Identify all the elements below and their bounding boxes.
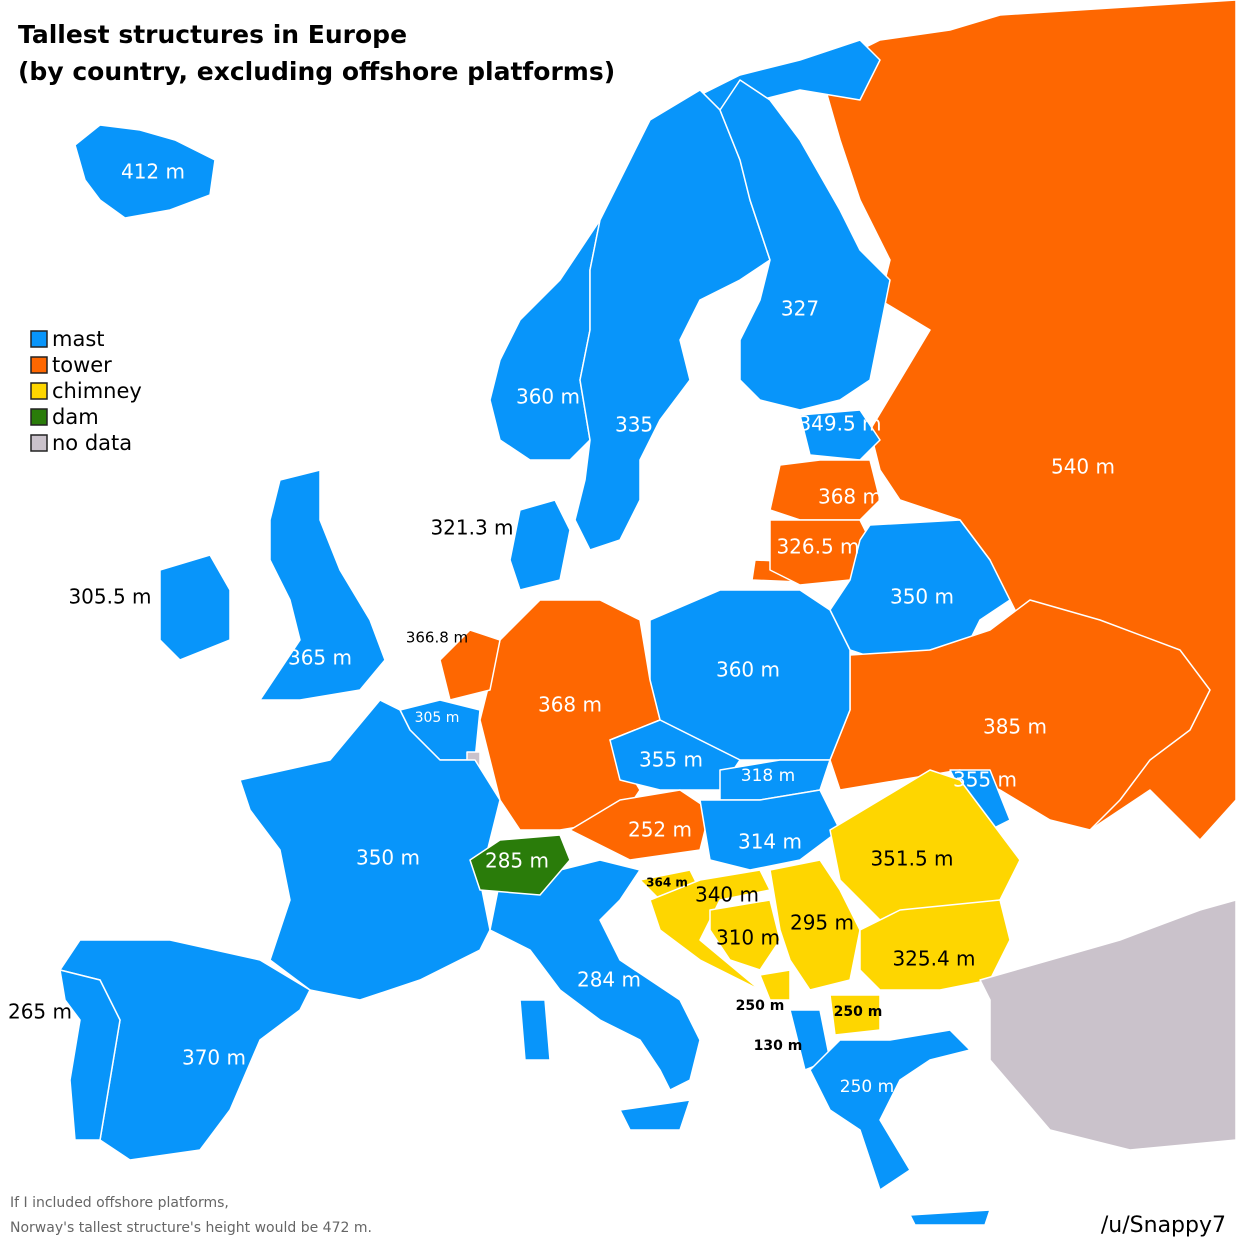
footnote: Norway's tallest structure's height woul… — [10, 1220, 372, 1236]
label: 368 m — [538, 693, 602, 717]
italy — [489, 859, 701, 1091]
sardinia — [519, 999, 551, 1061]
romania — [829, 769, 1021, 921]
united-kingdom — [259, 469, 386, 701]
portugal — [59, 969, 121, 1141]
label: 250 m — [840, 1077, 894, 1097]
hungary — [699, 789, 841, 871]
legend-label: no data — [52, 431, 132, 455]
legend-swatch — [30, 356, 48, 374]
label: 368 m — [818, 485, 882, 509]
switzerland — [469, 834, 571, 896]
legend-swatch — [30, 330, 48, 348]
subtitle: (by country, excluding offshore platform… — [18, 57, 615, 86]
legend-swatch — [30, 434, 48, 452]
label: 335 m — [615, 413, 679, 437]
countries — [59, 0, 1236, 1226]
ireland — [159, 554, 231, 661]
label: 325.4 m — [892, 947, 975, 971]
label: 355 m — [953, 768, 1017, 792]
label: 355 m — [639, 748, 703, 772]
label: 284 m — [577, 968, 641, 992]
serbia — [769, 859, 861, 991]
estonia — [799, 409, 881, 461]
label: 130 m — [754, 1038, 803, 1054]
label: 365 m — [288, 646, 352, 670]
label: 350 m — [890, 585, 954, 609]
legend-label: mast — [52, 327, 105, 351]
label: 366.8 m — [406, 629, 468, 647]
labels: 412 m 327 360 m 335 m 349.5 m 540 m 368 … — [8, 160, 1115, 1098]
label: 360 m — [716, 658, 780, 682]
legend-label: chimney — [52, 379, 142, 403]
netherlands — [439, 629, 501, 701]
label: 321.3 m — [430, 516, 513, 540]
label: 364 m — [646, 876, 688, 890]
label: 285 m — [485, 849, 549, 873]
label: 250 m — [834, 1004, 883, 1020]
label: 351.5 m — [870, 847, 953, 871]
montenegro — [759, 969, 791, 1001]
north-macedonia — [829, 994, 881, 1036]
credit: /u/Snappy7 — [1101, 1213, 1226, 1238]
title: Tallest structures in Europe — [18, 20, 407, 49]
label: 340 m — [695, 883, 759, 907]
label: 360 m — [516, 385, 580, 409]
legend-label: tower — [52, 353, 112, 377]
label: 295 m — [790, 911, 854, 935]
turkey — [979, 899, 1236, 1151]
latvia — [769, 459, 881, 521]
label: 327 — [781, 297, 819, 321]
label: 305.5 m — [68, 585, 151, 609]
greece — [809, 1029, 971, 1191]
label: 326.5 m — [776, 535, 859, 559]
finland — [719, 79, 891, 411]
legend-swatch — [30, 408, 48, 426]
label: 349.5 m — [798, 412, 881, 436]
label: 370 m — [182, 1046, 246, 1070]
legend-swatch — [30, 382, 48, 400]
footnote: If I included offshore platforms, — [10, 1195, 229, 1211]
label: 412 m — [121, 160, 185, 184]
label: 310 m — [716, 926, 780, 950]
legend-label: dam — [52, 405, 99, 429]
bosnia — [709, 899, 781, 971]
label: 265 m — [8, 1000, 72, 1024]
label: 540 m — [1051, 455, 1115, 479]
label: 250 m — [736, 998, 785, 1014]
label: 305 m — [415, 710, 460, 726]
label: 385 m — [983, 715, 1047, 739]
label: 350 m — [356, 846, 420, 870]
denmark — [509, 499, 571, 591]
france — [239, 699, 501, 1001]
iceland — [74, 124, 216, 219]
sicily — [619, 1099, 691, 1131]
label: 252 m — [628, 818, 692, 842]
crete — [909, 1209, 991, 1226]
label: 314 m — [738, 830, 802, 854]
label: 318 m — [741, 766, 795, 786]
